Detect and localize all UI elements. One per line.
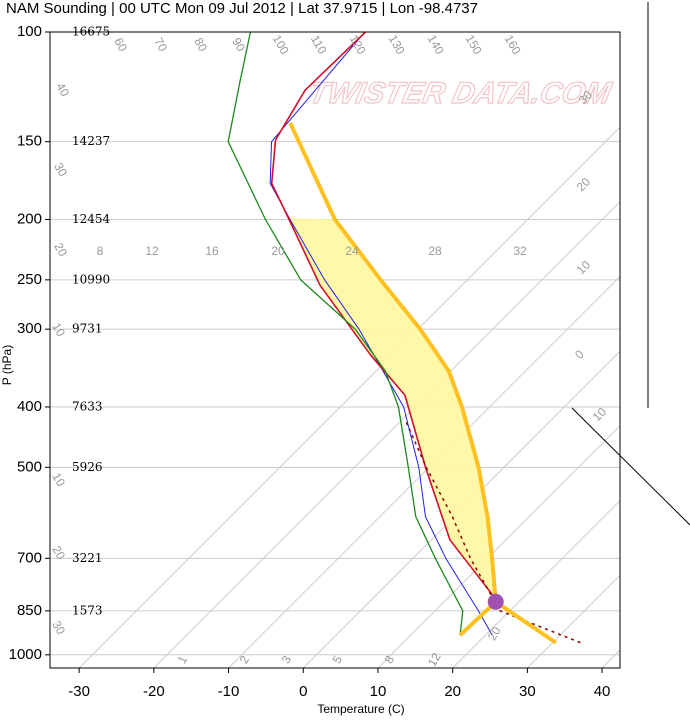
x-tick-label: 20 [444, 683, 461, 700]
guide-label: 100 [270, 32, 292, 57]
x-tick-label: -10 [218, 683, 240, 700]
guide-label: 30 [51, 160, 70, 179]
x-tick-label: 10 [370, 683, 387, 700]
chart-title: NAM Sounding | 00 UTC Mon 09 Jul 2012 | … [6, 0, 478, 17]
y-tick-label: 250 [17, 271, 42, 288]
guide-label: 16 [205, 244, 219, 258]
profiles [227, 32, 581, 645]
y-axis-title: P (hPa) [0, 345, 14, 385]
wind-frame [571, 407, 690, 526]
y-tick-label: 500 [17, 458, 42, 475]
guide-label: 20 [51, 240, 70, 259]
guide-label: 30 [49, 618, 68, 637]
y-tick-label: 1000 [9, 646, 42, 663]
guide-label: 110 [308, 33, 330, 57]
lcl-point [487, 593, 504, 610]
y-tick-label: 300 [17, 320, 42, 337]
guide-label: 32 [513, 244, 527, 258]
guide-label: 10 [49, 320, 68, 339]
height-label: 7633 [72, 399, 103, 413]
guide-label: 150 [463, 32, 485, 57]
isotherm [527, 574, 620, 668]
guide-label: 8 [97, 244, 104, 258]
guide-label: 20 [485, 624, 504, 643]
height-label: 10990 [72, 272, 110, 286]
y-tick-label: 200 [17, 210, 42, 227]
height-label: 3221 [72, 551, 103, 565]
height-label: 5926 [72, 460, 103, 474]
profile-line [458, 600, 498, 637]
guide-label: 120 [347, 32, 369, 57]
x-tick-label: 30 [519, 683, 536, 700]
isotherm [153, 201, 620, 668]
guide-label: 40 [53, 80, 72, 99]
x-tick-label: 40 [594, 683, 611, 700]
guide-label: 10 [574, 258, 594, 278]
watermark: TWISTER DATA.COM [306, 77, 614, 110]
x-tick-label: 0 [299, 683, 307, 700]
guide-label: 160 [502, 32, 524, 57]
y-tick-label: 700 [17, 549, 42, 566]
guide-label: 10 [49, 470, 68, 489]
height-label: 9731 [72, 322, 103, 336]
y-tick-label: 100 [17, 23, 42, 40]
guide-label: 90 [229, 35, 248, 54]
guide-label: 20 [271, 244, 285, 258]
isotherm [452, 499, 620, 668]
guide-label: 28 [428, 244, 442, 258]
profile-line [288, 122, 557, 645]
x-axis-title: Temperature (C) [317, 702, 404, 716]
guide-label: 24 [345, 244, 359, 258]
isotherm [302, 350, 620, 668]
cape-area [288, 218, 496, 602]
guide-label: 12 [145, 244, 159, 258]
isotherm [601, 649, 620, 668]
guide-label: 12 [425, 650, 444, 669]
x-tick-label: -30 [68, 683, 90, 700]
guide-label: 80 [191, 35, 210, 54]
height-label: 12454 [72, 212, 111, 226]
y-tick-label: 850 [17, 602, 42, 619]
x-tick-label: -20 [143, 683, 165, 700]
profile-line [227, 32, 464, 636]
y-tick-label: 400 [17, 398, 42, 415]
guide-label: 20 [574, 175, 594, 195]
y-tick-label: 150 [17, 133, 42, 150]
guide-label: 20 [49, 543, 68, 562]
guide-label: 0 [572, 347, 587, 362]
plot-frame [49, 31, 621, 669]
height-label: 1573 [72, 603, 103, 617]
height-label: 16675 [72, 25, 110, 39]
guide-label: 60 [111, 35, 130, 54]
height-label: 14237 [72, 134, 110, 148]
guide-label: 140 [425, 32, 447, 57]
axes [49, 2, 690, 669]
isotherm [228, 275, 620, 668]
guide-label: 70 [151, 35, 170, 54]
guide-label: 130 [386, 32, 408, 57]
